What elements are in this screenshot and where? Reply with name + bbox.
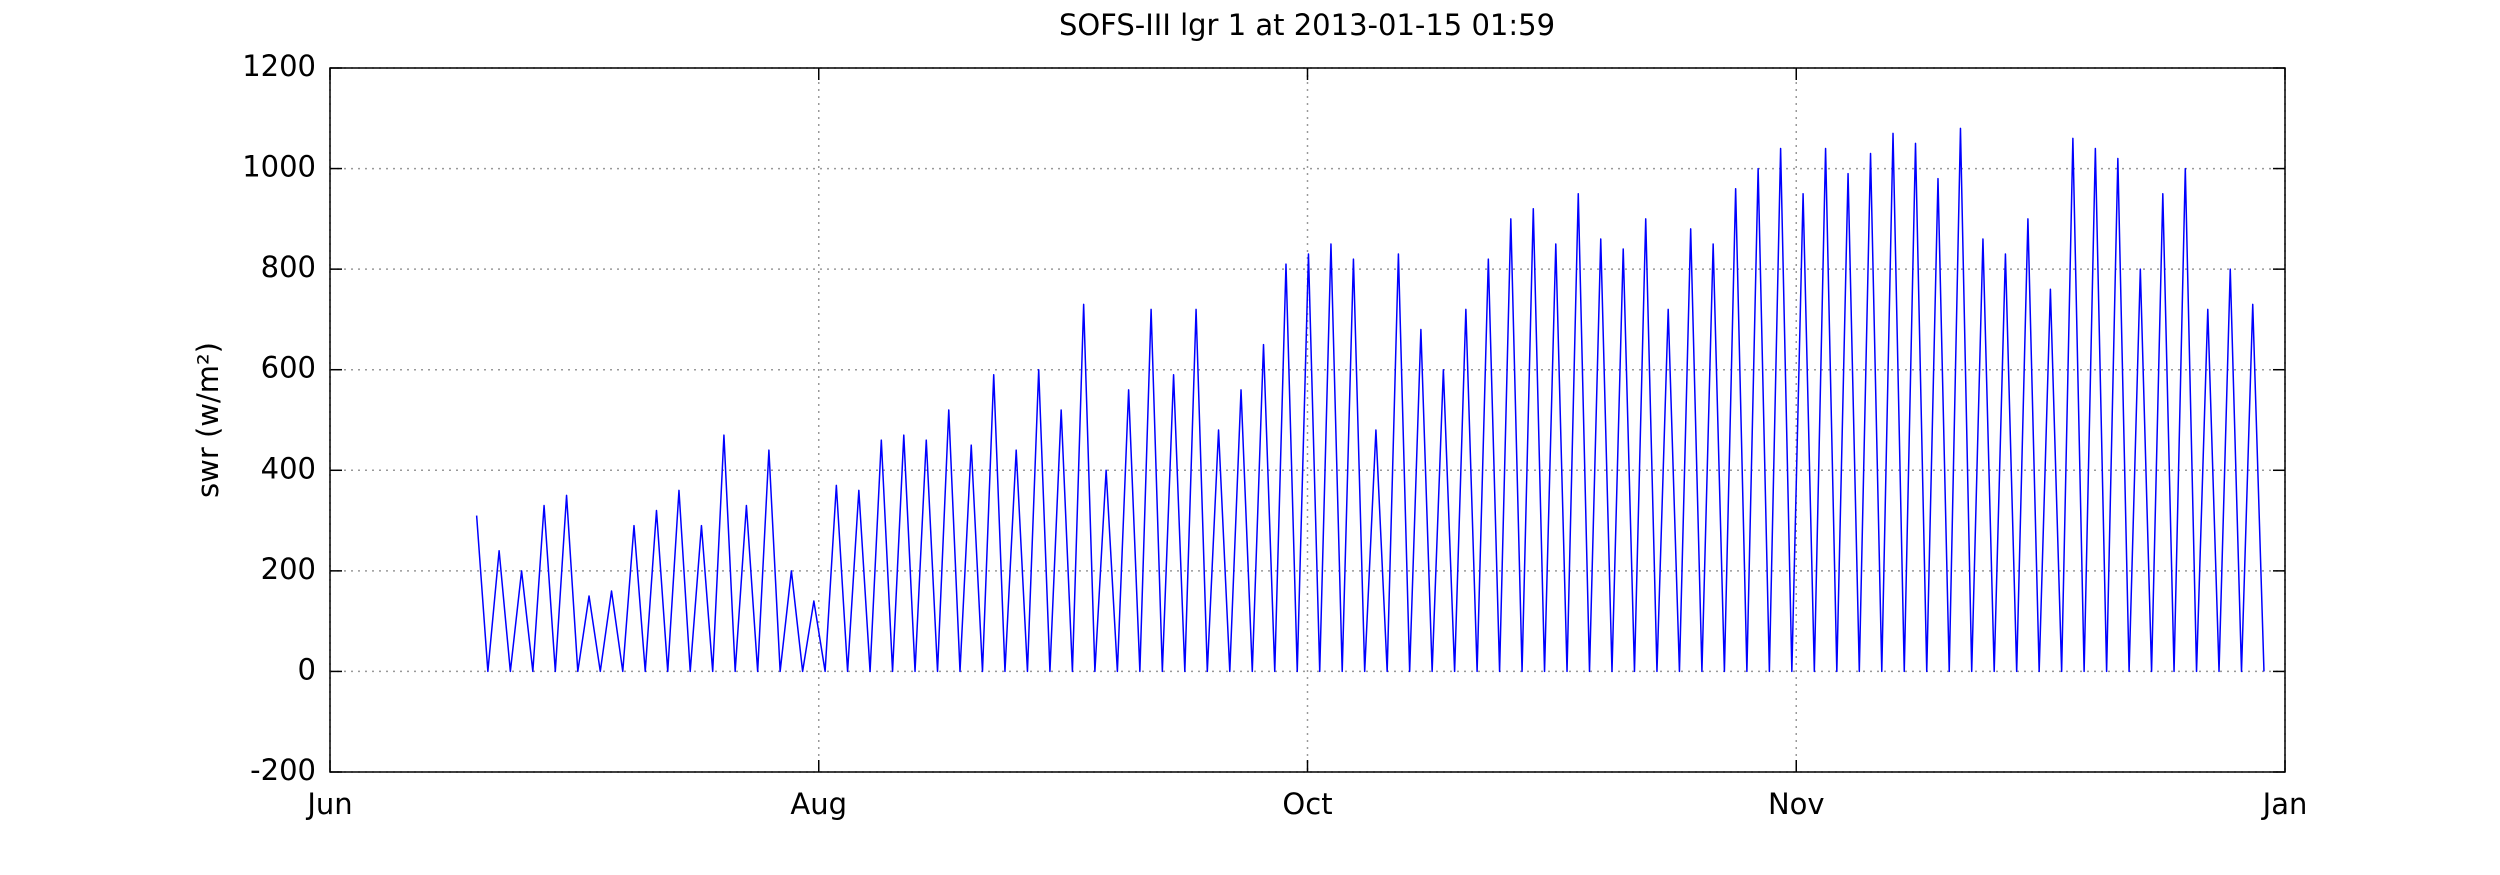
y-tick-label: 1200 xyxy=(242,49,316,83)
y-axis-label: swr (w/m²) xyxy=(191,342,225,498)
y-tick-label: 200 xyxy=(261,552,316,586)
data-line xyxy=(475,127,2265,673)
x-tick-label: Aug xyxy=(790,787,847,821)
y-tick-label: 600 xyxy=(261,351,316,385)
plot-frame xyxy=(329,67,2286,773)
y-tick-label: 0 xyxy=(298,652,316,686)
y-tick-label: -200 xyxy=(250,753,316,787)
x-tick-label: Jan xyxy=(2261,787,2308,821)
y-tick-label: 1000 xyxy=(242,150,316,184)
y-tick-label: 800 xyxy=(261,250,316,284)
y-tick-label: 400 xyxy=(261,451,316,485)
chart-title: SOFS-III lgr 1 at 2013-01-15 01:59 xyxy=(1059,8,1555,42)
x-tick-label: Jun xyxy=(305,787,352,821)
x-tick-label: Nov xyxy=(1768,787,1825,821)
x-tick-label: Oct xyxy=(1282,787,1332,821)
